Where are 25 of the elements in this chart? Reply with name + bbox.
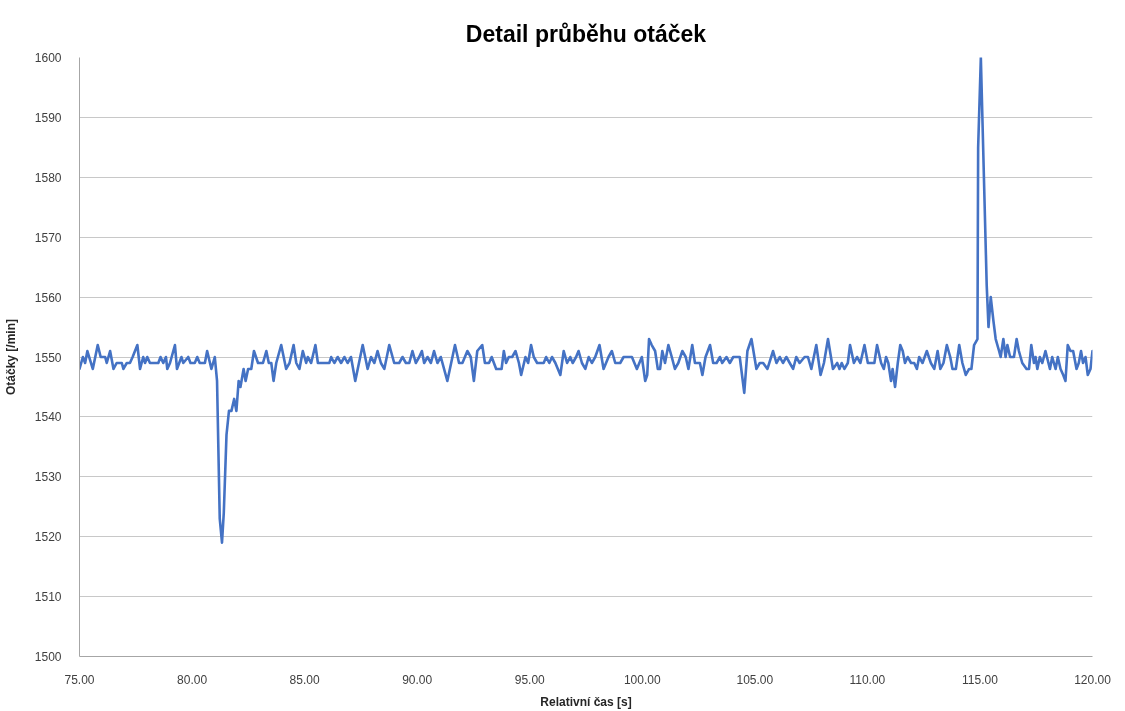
x-tick-label: 110.00 (849, 672, 886, 687)
x-axis-title: Relativní čas [s] (540, 694, 632, 709)
y-tick-label: 1520 (34, 530, 62, 545)
x-tick-label: 120.00 (1074, 672, 1112, 687)
y-tick-label: 1510 (34, 590, 62, 605)
y-tick-label: 1500 (34, 650, 62, 664)
y-tick-label: 1600 (34, 51, 62, 65)
x-tick-label: 90.00 (402, 672, 433, 687)
x-tick-label: 85.00 (289, 672, 320, 687)
y-tick-label: 1560 (34, 290, 62, 305)
y-axis-title: Otáčky [/min] (3, 318, 18, 396)
x-tick-label: 115.00 (962, 672, 999, 687)
y-tick-label: 1590 (34, 110, 62, 125)
chart-title: Detail průběhu otáček (465, 20, 707, 47)
y-tick-label: 1550 (34, 350, 62, 365)
x-tick-label: 75.00 (64, 672, 95, 687)
y-tick-label: 1580 (34, 170, 62, 185)
y-tick-label: 1540 (34, 410, 62, 425)
x-tick-label: 95.00 (514, 672, 546, 687)
x-tick-label: 100.00 (623, 672, 661, 687)
x-tick-label: 105.00 (736, 672, 774, 687)
y-tick-label: 1530 (34, 470, 62, 485)
x-tick-label: 80.00 (177, 672, 208, 687)
line-series (79, 57, 1093, 544)
y-tick-label: 1570 (34, 230, 62, 245)
